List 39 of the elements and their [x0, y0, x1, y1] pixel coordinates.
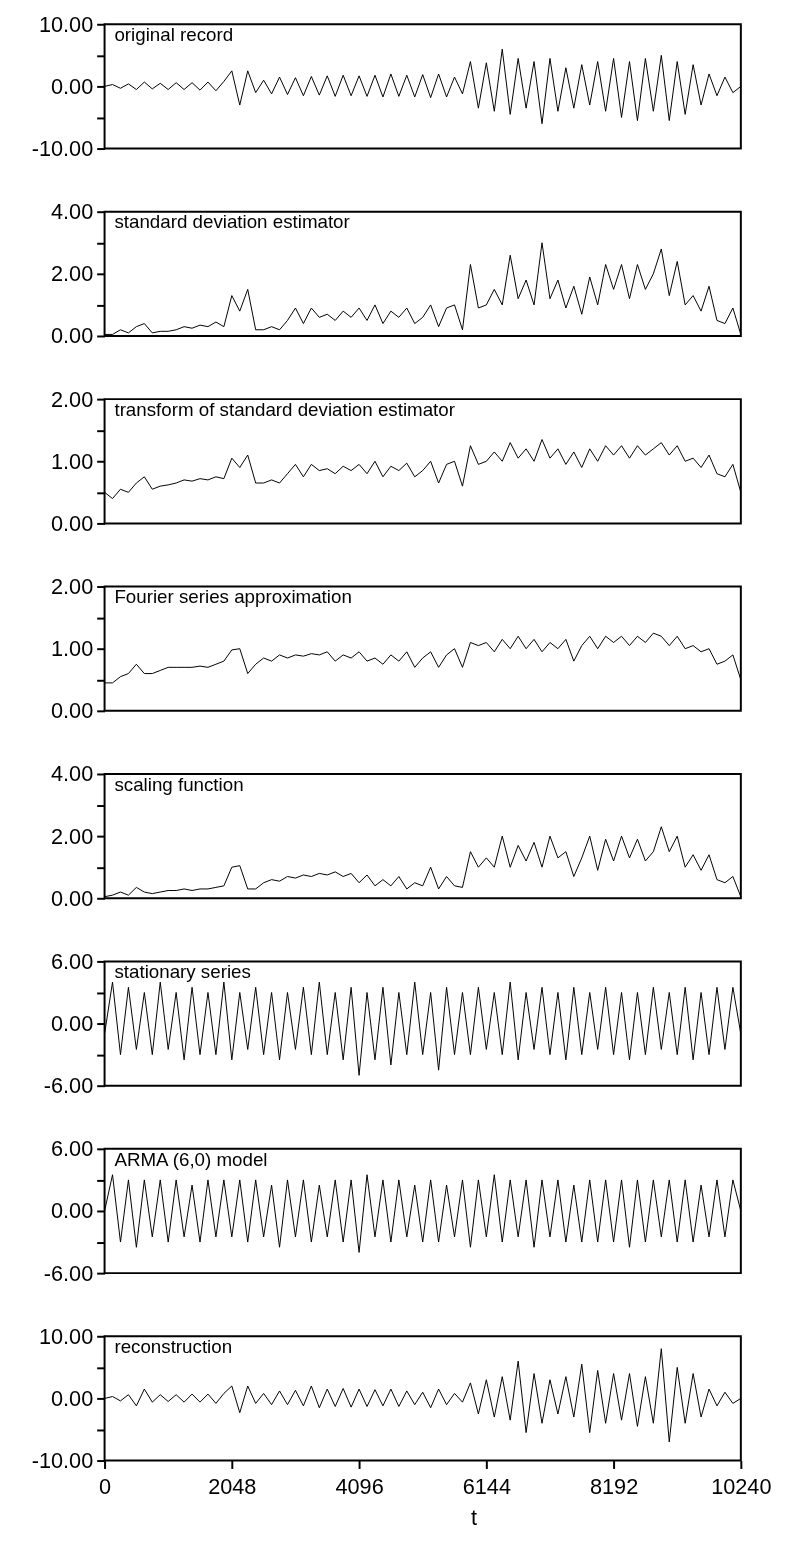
- x-tick-label: 0: [99, 1473, 112, 1499]
- y-tick-label: -6.00: [43, 1073, 94, 1099]
- chart-title: original record: [114, 24, 234, 46]
- y-tick-label: 4.00: [51, 199, 94, 225]
- chart-title: standard deviation estimator: [114, 211, 350, 233]
- y-tick-label: 0.00: [51, 885, 94, 911]
- chart-title: transform of standard deviation estimator: [114, 398, 455, 420]
- y-tick-label: 2.00: [51, 573, 94, 599]
- y-tick-label: 1.00: [51, 448, 94, 474]
- y-tick-label: 1.00: [51, 636, 94, 662]
- x-tick-label: 6144: [462, 1473, 511, 1499]
- x-axis-title: t: [471, 1505, 478, 1531]
- y-tick-label: 10.00: [38, 11, 94, 37]
- y-tick-label: 6.00: [51, 948, 94, 974]
- x-tick-label: 8192: [589, 1473, 639, 1499]
- x-tick-label: 10240: [711, 1473, 772, 1499]
- x-tick-label: 2048: [208, 1473, 257, 1499]
- y-tick-label: 2.00: [51, 261, 94, 287]
- y-tick-label: 0.00: [51, 323, 94, 349]
- y-tick-label: -10.00: [31, 135, 94, 161]
- chart-title: reconstruction: [114, 1336, 233, 1358]
- x-tick-label: 4096: [335, 1473, 384, 1499]
- y-tick-label: 0.00: [51, 73, 94, 99]
- y-tick-label: 0.00: [51, 1385, 94, 1411]
- y-tick-label: 2.00: [51, 386, 94, 412]
- y-tick-label: 4.00: [51, 761, 94, 787]
- y-tick-label: 10.00: [38, 1323, 94, 1349]
- y-tick-label: 2.00: [51, 823, 94, 849]
- chart-title: scaling function: [114, 773, 244, 795]
- y-tick-label: 6.00: [51, 1136, 94, 1162]
- chart-title: stationary series: [114, 961, 251, 983]
- y-tick-label: 0.00: [51, 510, 94, 536]
- y-tick-label: 0.00: [51, 1198, 94, 1224]
- y-tick-label: -6.00: [43, 1260, 94, 1286]
- chart-title: Fourier series approximation: [114, 586, 352, 608]
- chart-title: ARMA (6,0) model: [114, 1148, 268, 1170]
- y-tick-label: 0.00: [51, 698, 94, 724]
- y-tick-label: 0.00: [51, 1010, 94, 1036]
- y-tick-label: -10.00: [31, 1447, 94, 1473]
